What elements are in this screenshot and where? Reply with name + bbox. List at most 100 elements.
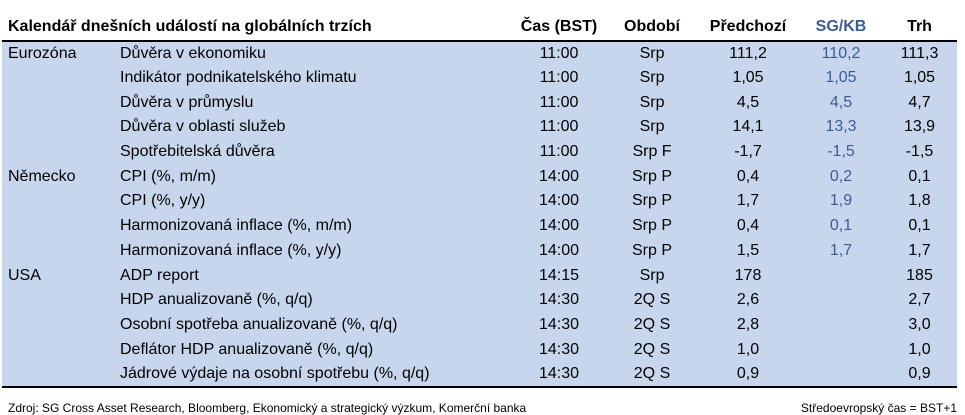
previous-cell: 178 [734, 266, 762, 284]
period-cell: Srp [639, 44, 665, 62]
indicator-cell: Spotřebitelská důvěra [120, 143, 275, 161]
timezone-note: Středoevropský čas = BST+1 [800, 401, 957, 415]
previous-cell: 1,05 [732, 69, 764, 87]
table-row: Německo CPI (%, m/m) 14:00 Srp P 0,4 0,2 0,1 [2, 164, 958, 190]
time-cell: 11:00 [539, 93, 579, 111]
table-row: Indikátor podnikatelského klimatu 11:00 Sr… [2, 65, 958, 91]
sgkb-cell [800, 313, 882, 338]
time-cell: 14:30 [538, 315, 580, 333]
sgkb-cell: 0,1 [829, 217, 853, 235]
col-period-header: Období [608, 14, 697, 42]
events-calendar: Kalendář dnešních událostí na globálních… [2, 14, 963, 415]
previous-cell: 111,2 [729, 44, 767, 62]
sgkb-cell: 4,5 [829, 93, 853, 111]
time-cell: 14:00 [538, 217, 580, 235]
col-previous-header: Předchozí [696, 14, 801, 42]
period-cell: Srp [639, 69, 665, 87]
source-note: Zdroj: SG Cross Asset Research, Bloomber… [8, 401, 527, 415]
previous-cell: 14,1 [732, 118, 764, 136]
sgkb-cell [800, 337, 882, 362]
region-cell: Německo [8, 167, 76, 185]
period-cell: 2Q S [608, 361, 697, 388]
table-row: Eurozóna Důvěra v ekonomiku 11:00 Srp 111,2 1… [2, 41, 958, 66]
region-cell: Eurozóna [8, 44, 77, 62]
region-cell [2, 313, 114, 338]
previous-cell: 1,7 [736, 192, 760, 210]
previous-cell: 0,4 [736, 167, 760, 185]
sgkb-cell: 1,9 [829, 192, 853, 210]
table-row: Osobní spotřeba anualizovaně (%, q/q) 14:… [2, 312, 958, 338]
market-cell: 1,0 [908, 340, 931, 358]
period-cell: Srp P [632, 192, 673, 210]
indicator-cell: Důvěra v oblasti služeb [120, 118, 286, 136]
indicator-cell: Harmonizovaná inflace (%, m/m) [120, 217, 353, 235]
market-cell: 1,7 [908, 241, 931, 259]
region-cell [2, 214, 114, 239]
time-cell: 14:30 [538, 340, 580, 358]
market-cell: -1,5 [905, 143, 934, 161]
region-cell [2, 90, 114, 115]
period-cell: 2Q S [633, 340, 671, 358]
market-cell: 185 [906, 266, 933, 284]
market-cell: 3,0 [908, 315, 931, 333]
market-cell: 111,3 [900, 44, 939, 62]
market-cell: 13,9 [903, 118, 936, 136]
market-cell: 1,8 [908, 192, 931, 210]
indicator-cell: Důvěra v průmyslu [120, 93, 254, 111]
indicator-cell: Jádrové výdaje na osobní spotřebu (%, q/… [114, 361, 511, 388]
time-cell: 11:00 [539, 44, 579, 62]
header-row: Kalendář dnešních událostí na globálních… [2, 14, 958, 42]
table-footer: Zdroj: SG Cross Asset Research, Bloomber… [8, 401, 957, 415]
period-cell: 2Q S [633, 315, 671, 333]
sgkb-cell [800, 361, 883, 388]
indicator-cell: Harmonizovaná inflace (%, y/y) [120, 241, 342, 259]
previous-cell: 2,8 [736, 315, 760, 333]
market-cell: 4,7 [908, 93, 931, 111]
region-cell [2, 115, 114, 140]
previous-cell: 1,5 [736, 241, 760, 259]
time-cell: 14:00 [538, 241, 580, 259]
previous-cell: 2,6 [736, 291, 760, 309]
indicator-cell: Osobní spotřeba anualizovaně (%, q/q) [120, 315, 398, 333]
sgkb-cell: 1,7 [829, 241, 853, 259]
col-sgkb-header: SG/KB [800, 14, 883, 42]
market-cell: 0,1 [908, 217, 931, 235]
time-cell: 14:30 [510, 361, 609, 388]
market-cell: 2,7 [908, 291, 931, 309]
period-cell: Srp [639, 266, 665, 284]
indicator-cell: Indikátor podnikatelského klimatu [120, 69, 357, 87]
table-row: HDP anualizovaně (%, q/q) 14:30 2Q S 2,6 2,7 [2, 287, 958, 313]
events-table: Kalendář dnešních událostí na globálních… [2, 14, 958, 388]
region-cell [2, 361, 114, 388]
previous-cell: 0,9 [696, 361, 801, 388]
time-cell: 14:00 [538, 167, 580, 185]
table-row: Harmonizovaná inflace (%, m/m) 14:00 Srp P… [2, 213, 958, 239]
time-cell: 14:30 [538, 291, 580, 309]
period-cell: Srp P [632, 167, 673, 185]
table-row: Spotřebitelská důvěra 11:00 Srp F -1,7 -1,5 -… [2, 139, 958, 165]
sgkb-cell: 0,2 [829, 167, 853, 185]
indicator-cell: CPI (%, m/m) [120, 167, 216, 185]
table-row: CPI (%, y/y) 14:00 Srp P 1,7 1,9 1,8 [2, 189, 958, 214]
indicator-cell: CPI (%, y/y) [120, 192, 206, 210]
region-cell [2, 288, 114, 313]
table-title: Kalendář dnešních událostí na globálních… [2, 14, 511, 42]
market-cell: 1,05 [903, 69, 936, 87]
period-cell: Srp P [632, 241, 673, 259]
period-cell: 2Q S [633, 291, 671, 309]
indicator-cell: ADP report [120, 266, 199, 284]
sgkb-cell [800, 288, 882, 313]
indicator-cell: Deflátor HDP anualizovaně (%, q/q) [120, 340, 374, 358]
time-cell: 11:00 [539, 69, 579, 87]
region-cell [2, 337, 114, 362]
region-cell [2, 66, 114, 91]
market-cell: 0,9 [882, 361, 958, 388]
sgkb-cell [800, 263, 882, 288]
table-row: Důvěra v průmyslu 11:00 Srp 4,5 4,5 4,7 [2, 90, 958, 116]
table-row: Deflátor HDP anualizovaně (%, q/q) 14:30 2… [2, 337, 958, 362]
table-row: USA ADP report 14:15 Srp 178 185 [2, 263, 958, 288]
time-cell: 14:00 [538, 192, 580, 210]
previous-cell: -1,7 [734, 143, 762, 161]
table-row: Harmonizovaná inflace (%, y/y) 14:00 Srp P… [2, 238, 958, 264]
period-cell: Srp P [632, 217, 673, 235]
